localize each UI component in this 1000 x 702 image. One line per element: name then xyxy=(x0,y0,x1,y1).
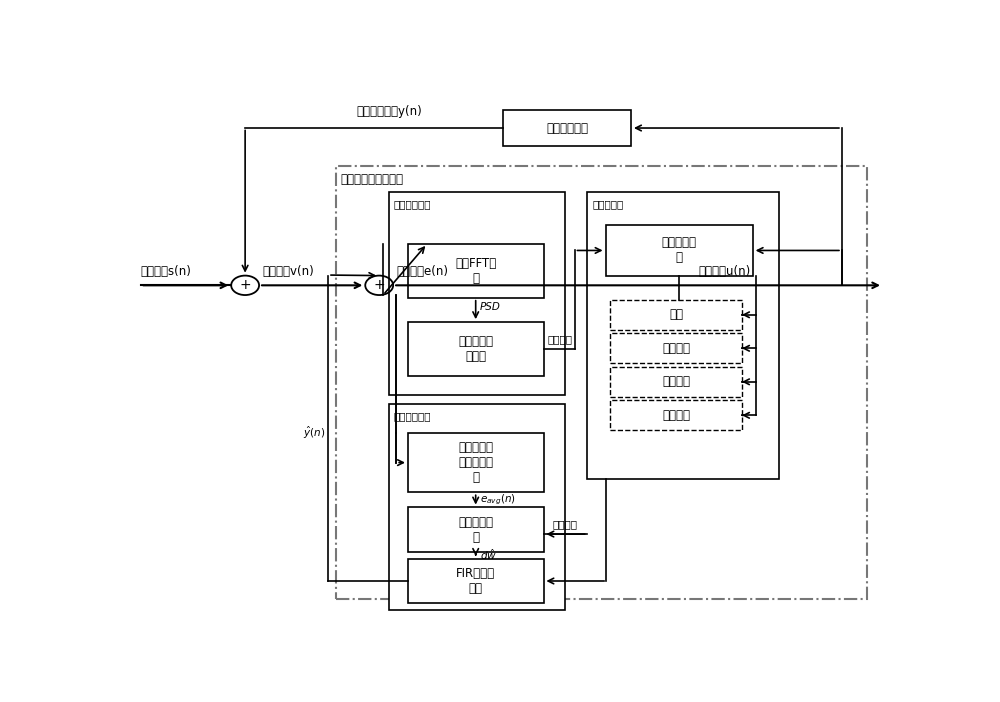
Text: PSD: PSD xyxy=(480,303,500,312)
FancyBboxPatch shape xyxy=(388,404,565,609)
Text: 相关干扰: 相关干扰 xyxy=(662,342,690,355)
FancyBboxPatch shape xyxy=(610,400,742,430)
Text: 真实回声信号y(n): 真实回声信号y(n) xyxy=(357,105,423,119)
Text: $d\hat{w}$: $d\hat{w}$ xyxy=(480,548,497,562)
FancyBboxPatch shape xyxy=(503,110,631,147)
Text: 双端发声: 双端发声 xyxy=(662,376,690,388)
FancyBboxPatch shape xyxy=(388,192,565,395)
Text: 误差信号e(n): 误差信号e(n) xyxy=(396,265,448,278)
Text: +: + xyxy=(239,278,251,292)
Text: 系数更新模
块: 系数更新模 块 xyxy=(458,516,493,543)
Text: 频谱能量分
析模块: 频谱能量分 析模块 xyxy=(458,335,493,363)
FancyBboxPatch shape xyxy=(408,508,544,552)
Text: 稳态收敛: 稳态收敛 xyxy=(662,409,690,422)
Text: +: + xyxy=(373,278,385,292)
Text: 状态选择模
块: 状态选择模 块 xyxy=(662,237,697,265)
Text: 啸叫: 啸叫 xyxy=(669,308,683,322)
Text: 近端信号v(n): 近端信号v(n) xyxy=(262,265,314,278)
Text: 归一化误差
信号处理模
块: 归一化误差 信号处理模 块 xyxy=(458,441,493,484)
Text: 真实回声路径: 真实回声路径 xyxy=(546,121,588,135)
Text: 自适应滤波器: 自适应滤波器 xyxy=(394,411,431,420)
Text: 单频音检测器: 单频音检测器 xyxy=(394,199,431,208)
FancyBboxPatch shape xyxy=(610,367,742,397)
Text: 步长控制器: 步长控制器 xyxy=(592,199,624,208)
Text: $\hat{y}(n)$: $\hat{y}(n)$ xyxy=(303,425,325,442)
FancyBboxPatch shape xyxy=(408,559,544,603)
Text: 自适应回声消除装置: 自适应回声消除装置 xyxy=(340,173,403,186)
Text: FIR滤波器
模块: FIR滤波器 模块 xyxy=(456,567,495,595)
Text: 分帧FFT模
块: 分帧FFT模 块 xyxy=(455,257,496,285)
Text: 外部输入s(n): 外部输入s(n) xyxy=(140,265,191,278)
Text: 步长参数: 步长参数 xyxy=(553,519,578,529)
FancyBboxPatch shape xyxy=(610,300,742,330)
Text: 远端信号u(n): 远端信号u(n) xyxy=(698,265,751,278)
FancyBboxPatch shape xyxy=(408,322,544,376)
FancyBboxPatch shape xyxy=(408,244,544,298)
Text: 状态参数: 状态参数 xyxy=(547,333,572,344)
FancyBboxPatch shape xyxy=(606,225,753,276)
FancyBboxPatch shape xyxy=(408,433,544,492)
FancyBboxPatch shape xyxy=(587,192,779,479)
Text: $e_{avg}(n)$: $e_{avg}(n)$ xyxy=(480,493,516,507)
FancyBboxPatch shape xyxy=(610,333,742,363)
